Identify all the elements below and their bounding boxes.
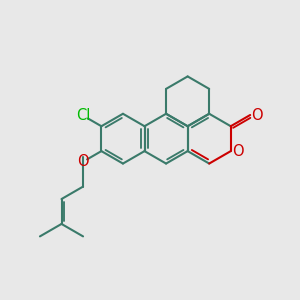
Text: Cl: Cl [76, 108, 90, 123]
Text: O: O [251, 107, 263, 122]
Text: O: O [232, 144, 244, 159]
Text: O: O [77, 154, 89, 169]
